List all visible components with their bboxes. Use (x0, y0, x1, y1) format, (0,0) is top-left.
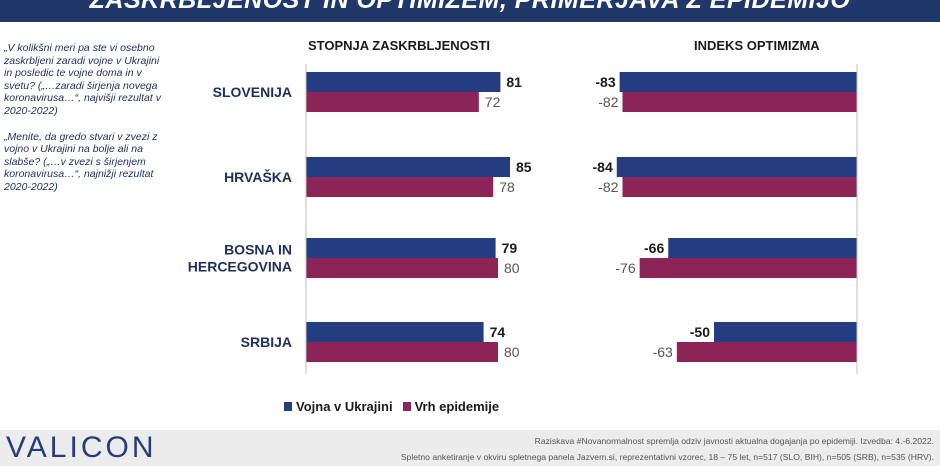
bar-concern-bosna-in-hercegovina-epidemic (306, 258, 498, 278)
label-concern-bosna-in-hercegovina-epidemic: 80 (504, 260, 520, 276)
category-label-hrva-ka: HRVAŠKA (224, 168, 292, 185)
category-label-slovenija: SLOVENIJA (213, 84, 292, 100)
question-notes: „V kolikšni meri pa ste vi osebno zaskrb… (4, 42, 164, 207)
label-concern-srbija-epidemic: 80 (504, 344, 520, 360)
bar-concern-hrva-ka-epidemic (306, 177, 494, 197)
category-label-bosna-in-hercegovina-0: BOSNA IN (224, 242, 292, 258)
footer (0, 430, 940, 466)
label-concern-bosna-in-hercegovina-war: 79 (502, 240, 518, 256)
bar-optimism-slovenija-war (619, 72, 857, 92)
bar-optimism-hrva-ka-epidemic (622, 177, 857, 197)
legend-swatch-epidemic (402, 402, 411, 411)
bar-concern-hrva-ka-war (306, 157, 510, 177)
bar-concern-slovenija-epidemic (306, 92, 479, 112)
valicon-logo: VALICON (6, 431, 157, 464)
panel-title-optimism: INDEKS OPTIMIZMA (694, 38, 820, 53)
category-label-bosna-in-hercegovina-1: HERCEGOVINA (188, 259, 292, 275)
legend-swatch-war (284, 402, 292, 411)
bar-optimism-srbija-war (714, 322, 857, 342)
question-2: „Menite, da gredo stvari v zvezi z vojno… (4, 130, 158, 193)
label-optimism-slovenija-war: -83 (595, 74, 615, 90)
legend-label-war: Vojna v Ukrajini (296, 399, 393, 414)
label-concern-hrva-ka-epidemic: 78 (499, 179, 515, 195)
bar-optimism-bosna-in-hercegovina-epidemic (639, 258, 857, 278)
bar-concern-slovenija-war (306, 72, 501, 92)
footer-note-2: Spletno anketiranje v okviru spletnega p… (400, 452, 934, 462)
legend-label-epidemic: Vrh epidemije (414, 399, 500, 414)
label-optimism-bosna-in-hercegovina-epidemic: -76 (615, 260, 635, 276)
label-optimism-srbija-war: -50 (690, 324, 710, 340)
panel-title-concern: STOPNJA ZASKRBLJENOSTI (308, 38, 491, 53)
legend: Vojna v Ukrajini Vrh epidemije (284, 399, 509, 414)
bar-optimism-bosna-in-hercegovina-war (668, 238, 857, 258)
label-optimism-hrva-ka-war: -84 (593, 159, 613, 175)
legend-item-war: Vojna v Ukrajini (284, 399, 393, 414)
bar-optimism-slovenija-epidemic (622, 92, 857, 112)
chart-title: ZASKRBLJENOST IN OPTIMIZEM, PRIMERJAVA Z… (89, 0, 851, 14)
category-label-srbija: SRBIJA (241, 334, 292, 350)
bar-concern-srbija-war (306, 322, 484, 342)
label-concern-hrva-ka-war: 85 (516, 159, 532, 175)
legend-item-epidemic: Vrh epidemije (402, 399, 500, 414)
question-1: „V kolikšni meri pa ste vi osebno zaskrb… (4, 42, 161, 117)
bar-concern-srbija-epidemic (306, 342, 498, 362)
label-optimism-slovenija-epidemic: -82 (598, 94, 618, 110)
bar-concern-bosna-in-hercegovina-war (306, 238, 496, 258)
label-optimism-hrva-ka-epidemic: -82 (598, 179, 618, 195)
title-bar: ZASKRBLJENOST IN OPTIMIZEM, PRIMERJAVA Z… (0, 0, 940, 22)
label-optimism-bosna-in-hercegovina-war: -66 (644, 240, 664, 256)
label-concern-srbija-war: 74 (490, 324, 506, 340)
bar-optimism-srbija-epidemic (676, 342, 857, 362)
label-concern-slovenija-war: 81 (506, 74, 522, 90)
label-optimism-srbija-epidemic: -63 (653, 344, 673, 360)
bar-optimism-hrva-ka-war (616, 157, 857, 177)
label-concern-slovenija-epidemic: 72 (485, 94, 501, 110)
footer-note-1: Raziskava #Novanormalnost spremlja odziv… (534, 436, 934, 446)
